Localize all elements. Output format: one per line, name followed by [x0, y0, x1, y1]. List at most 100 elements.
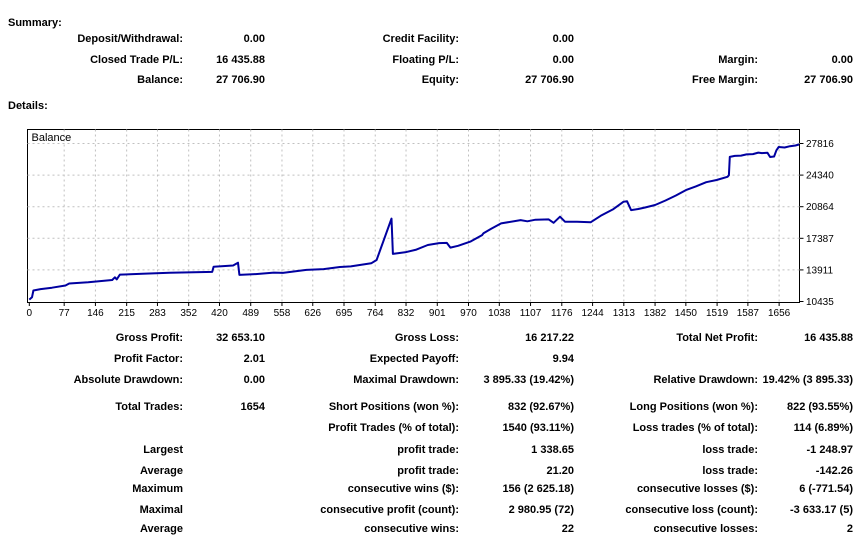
details-section-title: Details:: [8, 100, 48, 112]
stat-label: Profit Factor:: [113, 353, 183, 365]
details-row: Maximal consecutive profit (count): 2 980.…: [0, 503, 859, 517]
y-axis-label: 17387: [806, 234, 834, 245]
stat-value: -1 248.97: [806, 444, 853, 456]
details-row: Gross Profit: 32 653.10 Gross Loss: 16 217.…: [0, 331, 859, 345]
x-axis-label: 215: [118, 308, 135, 319]
x-axis-label: 146: [87, 308, 104, 319]
stat-label: Balance:: [137, 74, 183, 86]
stat-label: consecutive wins:: [364, 522, 459, 535]
x-axis-label: 352: [180, 308, 197, 319]
stat-value: 822 (93.55%): [786, 401, 853, 413]
stat-label: Equity:: [421, 74, 459, 86]
stat-label: Average: [139, 522, 183, 535]
x-axis-label: 764: [367, 308, 384, 319]
stat-label: Loss trades (% of total):: [632, 421, 758, 434]
stat-value: [183, 522, 265, 536]
stat-value: 1540 (93.11%): [502, 421, 574, 434]
stat-label: consecutive losses ($):: [636, 483, 758, 495]
stat-value: 27 706.90: [216, 74, 265, 86]
balance-line: [28, 143, 800, 301]
stat-label: Expected Payoff:: [369, 353, 459, 365]
stat-label: Free Margin:: [691, 74, 758, 86]
stat-value: 6 (-771.54): [799, 483, 853, 495]
stat-label: consecutive wins ($):: [347, 483, 459, 495]
x-axis-label: 626: [304, 308, 321, 319]
stat-label: consecutive losses:: [653, 522, 758, 535]
stat-label: [574, 352, 758, 366]
x-axis-label: 1519: [706, 308, 729, 319]
stat-value: 16 435.88: [804, 332, 853, 344]
stat-label: Short Positions (won %):: [328, 401, 459, 413]
stat-value: [758, 352, 853, 366]
x-axis-label: 970: [460, 308, 477, 319]
stat-label: Maximum: [132, 483, 183, 495]
stat-value: [183, 503, 265, 517]
stat-value: [183, 421, 265, 435]
stat-value: 3 895.33 (19.42%): [483, 374, 574, 386]
x-axis-label: 1587: [737, 308, 760, 319]
x-axis-label: 77: [59, 308, 71, 319]
stat-value: 19.42% (3 895.33): [762, 374, 853, 386]
stat-label: Maximal Drawdown:: [353, 374, 459, 386]
x-axis-label: 0: [27, 308, 33, 319]
stat-value: 2 980.95 (72): [508, 503, 574, 516]
x-axis-label: 1313: [613, 308, 636, 319]
stat-label: loss trade:: [702, 444, 758, 456]
details-row: Total Trades: 1654 Short Positions (won %)…: [0, 400, 859, 414]
stat-value: 9.94: [552, 353, 574, 365]
y-axis-label: 24340: [806, 171, 834, 182]
details-row: Average profit trade: 21.20 loss trade: -142…: [0, 464, 859, 478]
x-axis-label: 1450: [675, 308, 698, 319]
stat-value: 0.00: [243, 374, 265, 386]
y-axis-label: 20864: [806, 202, 834, 213]
stat-label: Margin:: [718, 53, 758, 66]
stat-label: profit trade:: [397, 464, 459, 477]
x-axis-label: 1176: [551, 308, 573, 319]
x-axis-label: 1244: [581, 308, 604, 319]
stat-value: [183, 443, 265, 457]
details-row: Maximum consecutive wins ($): 156 (2 625.1…: [0, 482, 859, 496]
stat-value: 1 338.65: [531, 444, 574, 456]
x-axis-label: 1656: [768, 308, 791, 319]
stat-value: 0.00: [243, 33, 265, 45]
stat-value: 2: [846, 522, 853, 535]
stat-label: consecutive loss (count):: [625, 503, 758, 516]
x-axis-label: 832: [398, 308, 415, 319]
stat-label: Largest: [143, 444, 183, 456]
summary-row: Closed Trade P/L: 16 435.88 Floating P/L: 0…: [0, 53, 859, 67]
x-axis-label: 695: [336, 308, 353, 319]
stat-label: Floating P/L:: [392, 53, 459, 66]
stat-value: 32 653.10: [216, 332, 265, 344]
stat-value: 16 217.22: [525, 332, 574, 344]
stat-value: 114 (6.89%): [793, 421, 853, 434]
stat-label: Relative Drawdown:: [653, 374, 758, 386]
stat-value: 1654: [240, 401, 265, 413]
x-axis-label: 1107: [520, 308, 542, 319]
summary-section-title: Summary:: [8, 17, 62, 29]
stat-value: 0.00: [552, 53, 574, 66]
x-axis-label: 420: [211, 308, 228, 319]
stat-value: 2.01: [243, 353, 265, 365]
stat-value: 21.20: [546, 464, 574, 477]
y-axis-label: 27816: [806, 139, 834, 150]
x-axis-label: 489: [242, 308, 259, 319]
details-row: Absolute Drawdown: 0.00 Maximal Drawdown: 3…: [0, 373, 859, 387]
stat-value: 156 (2 625.18): [502, 483, 574, 495]
details-row: Average consecutive wins: 22 consecutive lo…: [0, 522, 859, 536]
stat-label: Gross Profit:: [115, 332, 183, 344]
stat-label: Credit Facility:: [382, 33, 459, 45]
summary-row: Deposit/Withdrawal: 0.00 Credit Facility: 0…: [0, 32, 859, 46]
stat-value: [183, 464, 265, 478]
x-axis-label: 1382: [644, 308, 667, 319]
stat-label: [0, 421, 183, 435]
stat-value: -142.26: [815, 464, 853, 477]
stat-label: consecutive profit (count):: [320, 503, 459, 516]
stat-label: loss trade:: [702, 464, 758, 477]
x-axis-label: 283: [149, 308, 166, 319]
x-axis-label: 1038: [488, 308, 511, 319]
stat-value: [183, 482, 265, 496]
stat-label: Total Trades:: [115, 401, 183, 413]
stat-label: Long Positions (won %):: [629, 401, 758, 413]
